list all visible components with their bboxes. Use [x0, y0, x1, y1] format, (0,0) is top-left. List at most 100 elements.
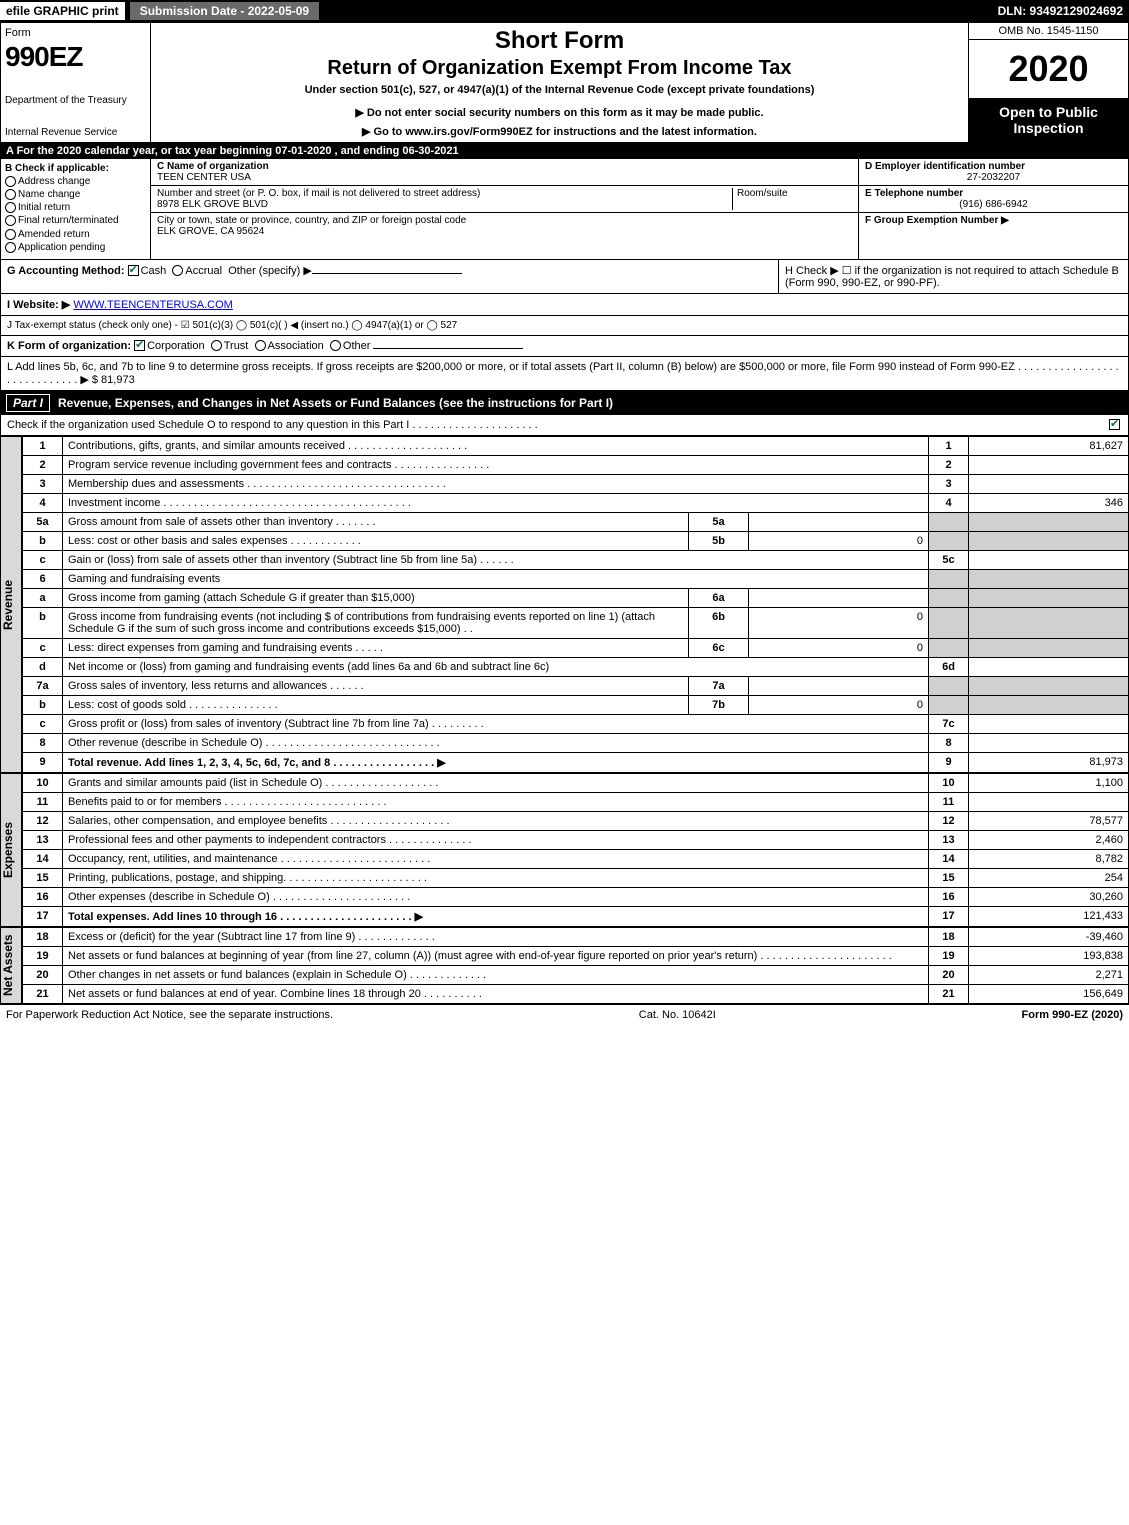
group-label: F Group Exemption Number ▶ — [865, 215, 1009, 226]
line-15-desc: Printing, publications, postage, and shi… — [63, 868, 929, 887]
city-label: City or town, state or province, country… — [157, 215, 466, 226]
g-other-input[interactable] — [312, 273, 462, 274]
i-website-row: I Website: ▶ WWW.TEENCENTERUSA.COM — [0, 294, 1129, 316]
col-b-label: B Check if applicable: — [5, 163, 109, 174]
line-10-desc: Grants and similar amounts paid (list in… — [63, 773, 929, 792]
line-1-desc: Contributions, gifts, grants, and simila… — [63, 436, 929, 455]
line-20-desc: Other changes in net assets or fund bala… — [63, 965, 929, 984]
org-name-label: C Name of organization — [157, 161, 852, 172]
revenue-section: Revenue 1Contributions, gifts, grants, a… — [0, 436, 1129, 773]
tel-row: E Telephone number (916) 686-6942 — [859, 186, 1128, 213]
line-7a-amount — [749, 676, 929, 695]
line-18-amount: -39,460 — [969, 927, 1129, 946]
g-label: G Accounting Method: — [7, 265, 125, 277]
org-name-row: C Name of organization TEEN CENTER USA — [151, 159, 858, 186]
addr-row: Number and street (or P. O. box, if mail… — [151, 186, 858, 213]
j-tax-exempt: J Tax-exempt status (check only one) - ☑… — [0, 316, 1129, 336]
line-12-desc: Salaries, other compensation, and employ… — [63, 811, 929, 830]
col-b-checkboxes: B Check if applicable: Address change Na… — [1, 159, 151, 259]
line-21-amount: 156,649 — [969, 984, 1129, 1003]
chk-schedule-o[interactable] — [1109, 419, 1120, 430]
chk-association[interactable] — [255, 340, 266, 351]
dept-treasury: Department of the Treasury — [5, 95, 146, 106]
line-6a-desc: Gross income from gaming (attach Schedul… — [63, 588, 689, 607]
tel-value: (916) 686-6942 — [865, 199, 1122, 210]
line-16-amount: 30,260 — [969, 887, 1129, 906]
line-4-amount: 346 — [969, 493, 1129, 512]
line-6a-amount — [749, 588, 929, 607]
tel-label: E Telephone number — [865, 188, 963, 199]
line-5a-desc: Gross amount from sale of assets other t… — [63, 512, 689, 531]
line-19-desc: Net assets or fund balances at beginning… — [63, 946, 929, 965]
l-gross-receipts: L Add lines 5b, 6c, and 7b to line 9 to … — [0, 357, 1129, 391]
line-7b-amount: 0 — [749, 695, 929, 714]
chk-application-pending[interactable]: Application pending — [5, 242, 146, 253]
subtitle: Under section 501(c), 527, or 4947(a)(1)… — [159, 84, 960, 96]
chk-amended-return[interactable]: Amended return — [5, 229, 146, 240]
k-other-input[interactable] — [373, 348, 523, 349]
chk-name-change[interactable]: Name change — [5, 189, 146, 200]
room-suite: Room/suite — [732, 188, 852, 210]
chk-cash[interactable] — [128, 265, 139, 276]
gh-row: G Accounting Method: Cash Accrual Other … — [0, 260, 1129, 294]
k-label: K Form of organization: — [7, 340, 131, 352]
chk-corporation[interactable] — [134, 340, 145, 351]
section-bcd: B Check if applicable: Address change Na… — [0, 159, 1129, 260]
line-9-amount: 81,973 — [969, 752, 1129, 772]
line-8-desc: Other revenue (describe in Schedule O) .… — [63, 733, 929, 752]
line-6b-desc: Gross income from fundraising events (no… — [63, 607, 689, 638]
ein-value: 27-2032207 — [865, 172, 1122, 183]
line-17-amount: 121,433 — [969, 906, 1129, 926]
line-5c-desc: Gain or (loss) from sale of assets other… — [63, 550, 929, 569]
g-accounting: G Accounting Method: Cash Accrual Other … — [1, 260, 778, 293]
line-7c-desc: Gross profit or (loss) from sales of inv… — [63, 714, 929, 733]
line-13-amount: 2,460 — [969, 830, 1129, 849]
website-link[interactable]: WWW.TEENCENTERUSA.COM — [73, 299, 233, 311]
line-5b-amount: 0 — [749, 531, 929, 550]
city-row: City or town, state or province, country… — [151, 213, 858, 239]
expenses-table: 10Grants and similar amounts paid (list … — [22, 773, 1129, 927]
form-number: 990EZ — [5, 41, 146, 73]
part-1-check-row: Check if the organization used Schedule … — [0, 415, 1129, 436]
col-c-org-info: C Name of organization TEEN CENTER USA N… — [151, 159, 858, 259]
line-14-amount: 8,782 — [969, 849, 1129, 868]
part-1-num: Part I — [6, 394, 50, 412]
chk-initial-return[interactable]: Initial return — [5, 202, 146, 213]
line-5b-desc: Less: cost or other basis and sales expe… — [63, 531, 689, 550]
line-4-desc: Investment income . . . . . . . . . . . … — [63, 493, 929, 512]
row-a-mid: , and ending — [335, 145, 403, 157]
line-19-amount: 193,838 — [969, 946, 1129, 965]
form-header: Form 990EZ Department of the Treasury In… — [0, 22, 1129, 143]
net-assets-tab: Net Assets — [0, 927, 22, 1004]
expenses-section: Expenses 10Grants and similar amounts pa… — [0, 773, 1129, 927]
chk-trust[interactable] — [211, 340, 222, 351]
chk-accrual[interactable] — [172, 265, 183, 276]
line-2-desc: Program service revenue including govern… — [63, 455, 929, 474]
submission-date: Submission Date - 2022-05-09 — [129, 1, 320, 21]
line-6b-amount: 0 — [749, 607, 929, 638]
page-footer: For Paperwork Reduction Act Notice, see … — [0, 1004, 1129, 1025]
line-20-amount: 2,271 — [969, 965, 1129, 984]
top-bar: efile GRAPHIC print Submission Date - 20… — [0, 0, 1129, 22]
line-6c-desc: Less: direct expenses from gaming and fu… — [63, 638, 689, 657]
chk-other-org[interactable] — [330, 340, 341, 351]
net-assets-section: Net Assets 18Excess or (deficit) for the… — [0, 927, 1129, 1004]
g-other: Other (specify) ▶ — [228, 265, 312, 277]
header-mid: Short Form Return of Organization Exempt… — [151, 23, 968, 142]
omb-number: OMB No. 1545-1150 — [969, 23, 1128, 40]
line-3-amount — [969, 474, 1129, 493]
line-6-desc: Gaming and fundraising events — [63, 569, 929, 588]
short-form-title: Short Form — [159, 27, 960, 55]
chk-final-return[interactable]: Final return/terminated — [5, 215, 146, 226]
part-1-check-text: Check if the organization used Schedule … — [7, 419, 1109, 431]
tax-year-end: 06-30-2021 — [402, 145, 458, 157]
form-word: Form — [5, 27, 146, 39]
addr-label: Number and street (or P. O. box, if mail… — [157, 188, 480, 199]
chk-address-change[interactable]: Address change — [5, 176, 146, 187]
line-13-desc: Professional fees and other payments to … — [63, 830, 929, 849]
line-14-desc: Occupancy, rent, utilities, and maintena… — [63, 849, 929, 868]
line-3-desc: Membership dues and assessments . . . . … — [63, 474, 929, 493]
line-17-desc: Total expenses. Add lines 10 through 16 … — [63, 906, 929, 926]
k-form-org: K Form of organization: Corporation Trus… — [0, 336, 1129, 357]
goto-note: ▶ Go to www.irs.gov/Form990EZ for instru… — [159, 125, 960, 138]
